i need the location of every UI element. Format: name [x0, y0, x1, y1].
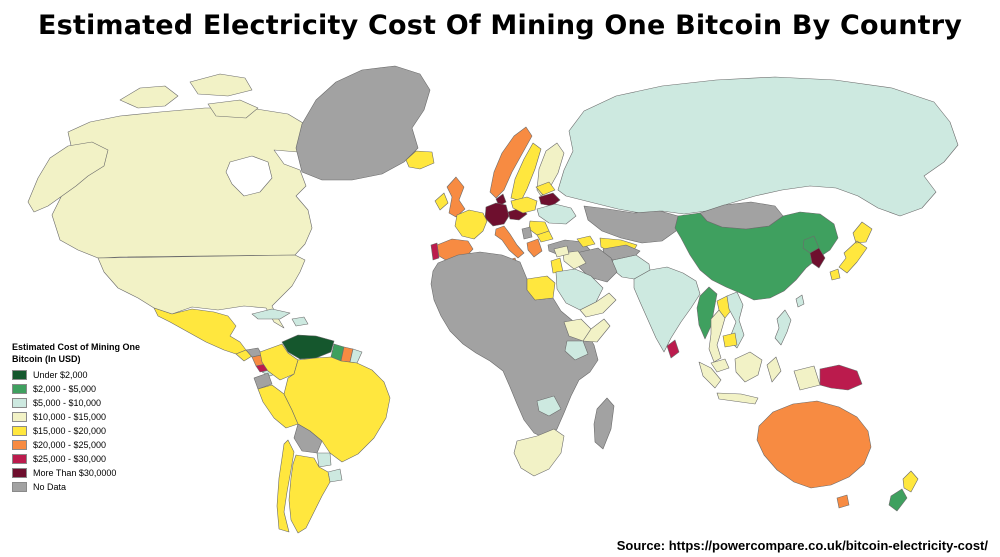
- country-papua-new-guinea: [819, 364, 863, 391]
- country-madagascar: [593, 397, 615, 450]
- country-japan: [829, 221, 873, 281]
- country-iran: [575, 247, 618, 283]
- legend-swatch-20k-25k: [12, 440, 27, 451]
- country-south-africa: [513, 428, 565, 477]
- country-ukraine: [536, 203, 577, 225]
- legend-item-5k-10k: $5,000 - $10,000: [12, 398, 162, 409]
- island-sulawesi: [766, 356, 782, 383]
- country-alaska: [27, 141, 109, 213]
- legend-item-2k-5k: $2,000 - $5,000: [12, 384, 162, 395]
- country-kenya: [564, 340, 589, 361]
- legend-label: $20,000 - $25,000: [33, 440, 107, 451]
- country-argentina: [288, 454, 331, 534]
- island-sumatra: [698, 361, 722, 389]
- legend-label: $2,000 - $5,000: [33, 384, 97, 395]
- country-caucasus: [576, 235, 596, 248]
- country-australia: [756, 400, 872, 489]
- legend-item-25k-30k: $25,000 - $30,000: [12, 454, 162, 465]
- country-philippines: [774, 309, 792, 346]
- country-syria: [553, 245, 570, 258]
- country-chile: [276, 439, 295, 533]
- country-uruguay: [327, 468, 343, 483]
- country-iceland: [405, 150, 435, 170]
- country-sri-lanka: [666, 339, 680, 359]
- legend-swatch-under-2k: [12, 370, 27, 381]
- country-baltics: [535, 181, 556, 196]
- legend-item-15k-20k: $15,000 - $20,000: [12, 426, 162, 437]
- island-java: [716, 392, 759, 405]
- hudson-bay: [225, 155, 273, 197]
- country-venezuela: [281, 334, 335, 360]
- country-greenland: [295, 65, 431, 181]
- country-france: [454, 209, 488, 240]
- legend-item-over-30k: More Than $30,0000: [12, 468, 162, 479]
- country-somalia: [582, 318, 611, 343]
- country-jordan-israel: [550, 257, 564, 274]
- arctic-islands: [119, 73, 259, 119]
- country-cambodia: [722, 332, 738, 348]
- legend-swatch-2k-5k: [12, 384, 27, 395]
- legend-label: No Data: [33, 482, 67, 493]
- legend-swatch-no-data: [12, 482, 27, 493]
- country-bulgaria: [536, 230, 554, 243]
- country-iraq: [562, 250, 587, 270]
- legend-label: Under $2,000: [33, 370, 88, 381]
- country-ecuador: [253, 372, 273, 390]
- country-mexico: [153, 307, 247, 355]
- country-egypt: [526, 275, 556, 301]
- country-vietnam: [726, 291, 745, 349]
- country-brazil: [283, 356, 391, 463]
- country-india: [633, 266, 701, 353]
- island-borneo: [734, 351, 763, 383]
- country-nz-north: [902, 470, 919, 493]
- legend-swatch-15k-20k: [12, 426, 27, 437]
- country-norway: [489, 126, 533, 199]
- legend-label: $10,000 - $15,000: [33, 412, 107, 423]
- legend-label: $25,000 - $30,000: [33, 454, 107, 465]
- legend-title: Estimated Cost of Mining One Bitcoin (In…: [12, 342, 141, 364]
- country-uk: [446, 176, 466, 218]
- country-paraguay: [316, 452, 332, 468]
- legend-item-under-2k: Under $2,000: [12, 370, 162, 381]
- region-west-new-guinea: [793, 365, 821, 391]
- country-cuba: [251, 308, 291, 320]
- country-mongolia: [699, 201, 784, 230]
- island-tasmania: [836, 494, 850, 509]
- legend-label: More Than $30,0000: [33, 468, 117, 479]
- country-malaysia: [710, 358, 730, 373]
- country-greece: [526, 238, 543, 258]
- country-russia: [557, 76, 959, 217]
- country-sweden: [510, 142, 542, 202]
- country-serbia: [521, 226, 533, 240]
- country-zambia: [536, 395, 562, 417]
- legend-label: $15,000 - $20,000: [33, 426, 107, 437]
- country-belarus: [538, 192, 561, 207]
- country-portugal: [430, 242, 440, 261]
- page-title: Estimated Electricity Cost Of Mining One…: [37, 10, 963, 41]
- country-south-korea: [809, 247, 826, 269]
- country-canada: [51, 107, 315, 259]
- country-germany: [484, 202, 510, 227]
- legend-item-20k-25k: $20,000 - $25,000: [12, 440, 162, 451]
- legend-swatch-25k-30k: [12, 454, 27, 465]
- country-kazakhstan: [583, 205, 679, 244]
- country-hispaniola: [291, 316, 309, 327]
- legend-item-10k-15k: $10,000 - $15,000: [12, 412, 162, 423]
- legend-swatch-5k-10k: [12, 398, 27, 409]
- country-ireland: [434, 192, 449, 211]
- legend: Estimated Cost of Mining One Bitcoin (In…: [12, 342, 162, 496]
- country-yemen-oman: [579, 292, 617, 318]
- country-nz-south: [888, 488, 908, 512]
- legend-item-no-data: No Data: [12, 482, 162, 493]
- country-poland: [510, 196, 538, 214]
- country-taiwan: [795, 294, 805, 308]
- legend-swatch-over-30k: [12, 468, 27, 479]
- legend-swatch-10k-15k: [12, 412, 27, 423]
- legend-label: $5,000 - $10,000: [33, 398, 102, 409]
- source-attribution: Source: https://powercompare.co.uk/bitco…: [616, 538, 988, 553]
